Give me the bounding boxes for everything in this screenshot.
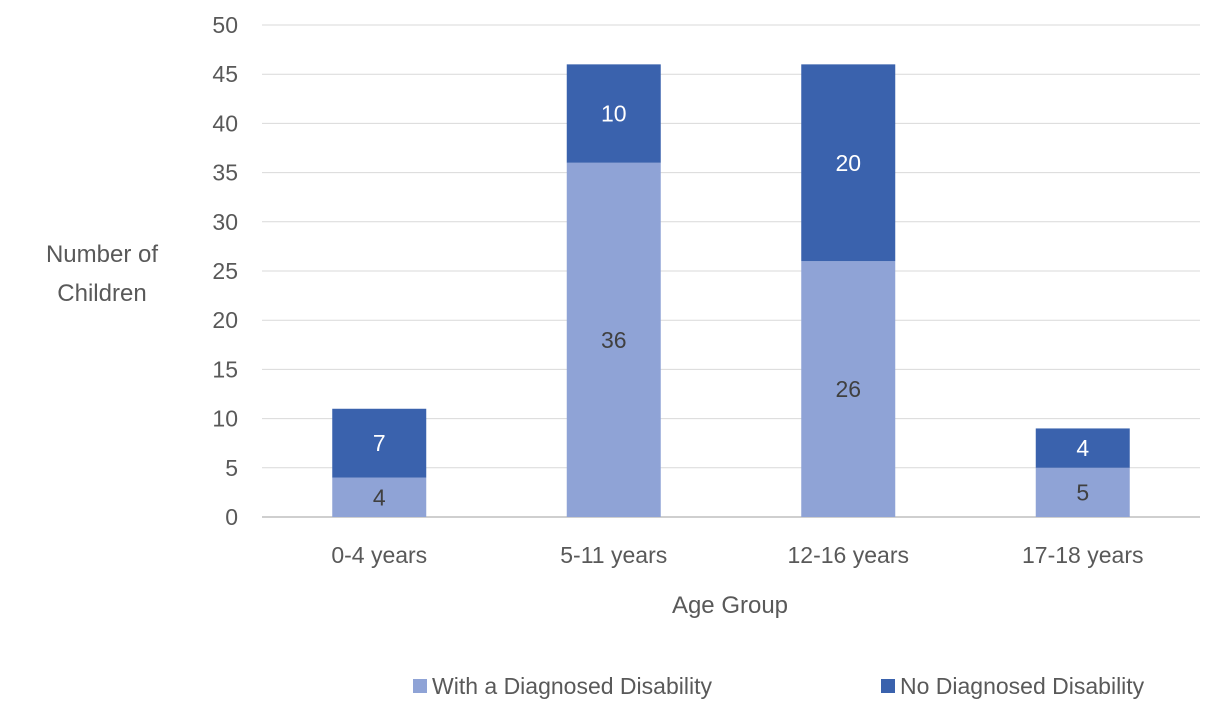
x-tick-label: 5-11 years	[560, 542, 667, 568]
y-tick-label: 25	[212, 258, 238, 284]
y-axis-ticks: 0 5 10 15 20 25 30 35 40 45 50	[212, 12, 238, 530]
legend-label-no-disability: No Diagnosed Disability	[900, 673, 1145, 699]
x-axis-title: Age Group	[672, 592, 788, 619]
legend-swatch-with-disability	[413, 679, 427, 693]
data-label: 10	[601, 101, 627, 127]
x-tick-label: 12-16 years	[788, 542, 909, 568]
legend: With a Diagnosed Disability No Diagnosed…	[413, 673, 1145, 699]
y-tick-label: 15	[212, 356, 238, 382]
y-tick-label: 10	[212, 406, 238, 432]
y-tick-label: 0	[225, 504, 238, 530]
y-tick-label: 35	[212, 160, 238, 186]
data-label: 20	[835, 150, 861, 176]
data-label: 5	[1076, 479, 1089, 505]
y-tick-label: 45	[212, 61, 238, 87]
y-axis-title-line-1: Number of	[46, 241, 158, 268]
y-tick-label: 30	[212, 209, 238, 235]
data-label: 36	[601, 327, 627, 353]
bars: 4 7 36 10 26 20 5 4	[332, 64, 1130, 517]
bar-segment-with-disability	[332, 477, 427, 517]
legend-swatch-no-disability	[881, 679, 895, 693]
bar-segment-no-disability	[1035, 428, 1130, 468]
y-tick-label: 20	[212, 307, 238, 333]
y-tick-label: 5	[225, 455, 238, 481]
y-tick-label: 40	[212, 110, 238, 136]
y-tick-label: 50	[212, 12, 238, 38]
legend-label-with-disability: With a Diagnosed Disability	[432, 673, 712, 699]
bar-segment-no-disability	[566, 64, 661, 163]
bar-segment-with-disability	[801, 261, 896, 517]
bar-segment-no-disability	[801, 64, 896, 262]
bar-segment-with-disability	[566, 162, 661, 517]
bar-segment-no-disability	[332, 408, 427, 478]
data-label: 4	[1076, 435, 1089, 461]
y-axis-title-line-2: Children	[57, 280, 146, 307]
bar-segment-with-disability	[1035, 467, 1130, 517]
x-axis-ticks: 0-4 years 5-11 years 12-16 years 17-18 year…	[331, 542, 1143, 568]
x-tick-label: 0-4 years	[331, 542, 427, 568]
data-label: 26	[835, 376, 861, 402]
data-label: 4	[373, 484, 386, 510]
data-label: 7	[373, 430, 386, 456]
x-tick-label: 17-18 years	[1022, 542, 1143, 568]
